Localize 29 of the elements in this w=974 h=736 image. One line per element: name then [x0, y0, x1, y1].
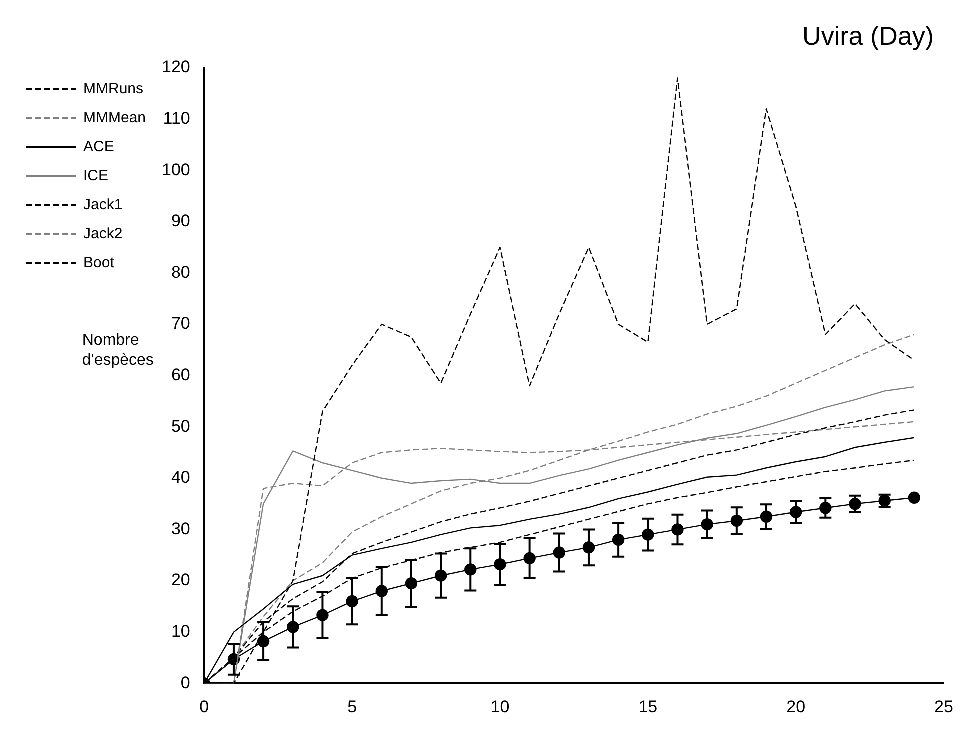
- y-tick-label: 70: [171, 314, 190, 334]
- legend-label: Jack2: [84, 226, 123, 243]
- y-tick-label: 10: [171, 622, 190, 641]
- y-tick-label: 50: [171, 416, 190, 436]
- y-tick-label: 80: [171, 262, 190, 282]
- y-axis-title: Nombre d'espèces: [82, 332, 154, 370]
- y-tick-label: 20: [171, 570, 190, 590]
- x-tick-label: 15: [638, 697, 658, 716]
- chart-title: Uvira (Day): [802, 21, 934, 52]
- y-tick-label: 100: [162, 160, 190, 180]
- x-tick-label: 0: [200, 697, 210, 716]
- y-tick-label: 30: [171, 519, 190, 538]
- y-tick-label: 90: [171, 212, 190, 231]
- legend-label: Jack1: [84, 196, 123, 214]
- y-tick-label: 0: [180, 673, 190, 692]
- legend-label: ACE: [84, 138, 114, 156]
- y-tick-label: 110: [163, 108, 190, 128]
- x-tick-label: 20: [786, 697, 806, 716]
- legend-label: MMRuns: [84, 80, 144, 98]
- x-tick-label: 10: [490, 697, 510, 716]
- legend-label: MMMean: [84, 110, 146, 127]
- y-tick-label: 120: [162, 58, 190, 77]
- x-tick-label: 5: [348, 697, 358, 716]
- y-tick-label: 60: [171, 365, 190, 384]
- x-tick-label: 25: [934, 697, 954, 716]
- legend-label: ICE: [84, 168, 109, 185]
- point: [908, 492, 921, 504]
- legend-label: Boot: [84, 254, 116, 272]
- y-tick-label: 40: [171, 468, 190, 488]
